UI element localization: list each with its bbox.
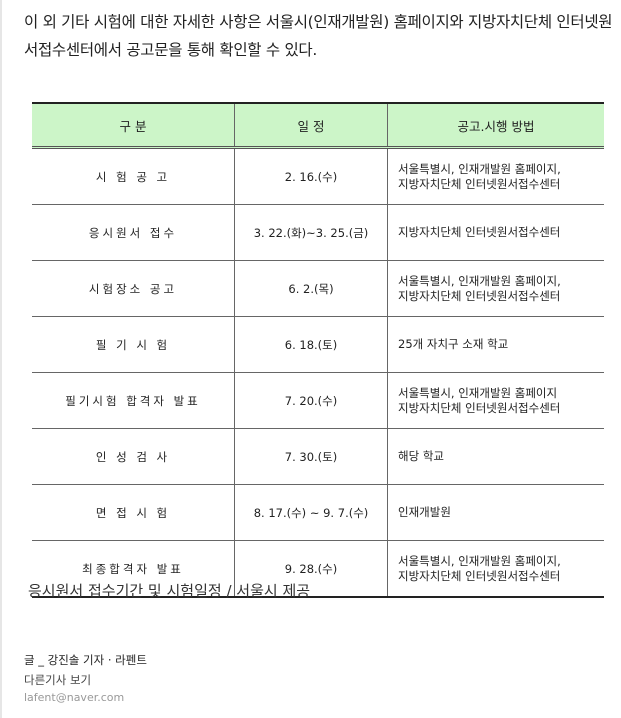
row-method: 지방자치단체 인터넷원서접수센터 xyxy=(387,204,604,261)
row-method: 서울특별시, 인재개발원 홈페이지, 지방자치단체 인터넷원서접수센터 xyxy=(387,147,604,205)
row-item: 인 성 검 사 xyxy=(32,428,235,485)
row-method: 서울특별시, 인재개발원 홈페이지, 지방자치단체 인터넷원서접수센터 xyxy=(387,260,604,317)
row-date: 2. 16.(수) xyxy=(234,147,388,205)
email-link[interactable]: lafent@naver.com xyxy=(24,691,125,704)
row-method: 인재개발원 xyxy=(387,484,604,541)
header-method: 공고.시행 방법 xyxy=(387,103,604,149)
header-schedule: 일 정 xyxy=(234,103,388,149)
row-method: 서울특별시, 인재개발원 홈페이지 지방자치단체 인터넷원서접수센터 xyxy=(387,372,604,429)
row-method: 25개 자치구 소재 학교 xyxy=(387,316,604,373)
table-row: 응시원서 접수 3. 22.(화)~3. 25.(금) 지방자치단체 인터넷원서접수… xyxy=(32,204,604,261)
schedule-table: 구 분 일 정 공고.시행 방법 시 험 공 고 2. 16.(수) 서울특별시, … xyxy=(32,102,604,598)
table-header-row: 구 분 일 정 공고.시행 방법 xyxy=(32,103,604,149)
table-row: 면 접 시 험 8. 17.(수) ~ 9. 7.(수) 인재개발원 xyxy=(32,484,604,541)
row-date: 7. 30.(토) xyxy=(234,428,388,485)
row-item: 시험장소 공고 xyxy=(32,260,235,317)
row-method: 서울특별시, 인재개발원 홈페이지, 지방자치단체 인터넷원서접수센터 xyxy=(387,540,604,597)
table-row: 시험장소 공고 6. 2.(목) 서울특별시, 인재개발원 홈페이지, 지방자치단체… xyxy=(32,260,604,317)
header-category: 구 분 xyxy=(32,103,235,149)
table-row: 필기시험 합격자 발표 7. 20.(수) 서울특별시, 인재개발원 홈페이지 지방… xyxy=(32,372,604,429)
row-date: 6. 18.(토) xyxy=(234,316,388,373)
row-item: 필기시험 합격자 발표 xyxy=(32,372,235,429)
row-item: 응시원서 접수 xyxy=(32,204,235,261)
table-row: 필 기 시 험 6. 18.(토) 25개 자치구 소재 학교 xyxy=(32,316,604,373)
row-date: 6. 2.(목) xyxy=(234,260,388,317)
more-articles-link[interactable]: 다른기사 보기 xyxy=(24,673,92,687)
row-item: 최종합격자 발표 xyxy=(32,540,235,597)
table-row: 인 성 검 사 7. 30.(토) 해당 학교 xyxy=(32,428,604,485)
table-row: 최종합격자 발표 9. 28.(수) 서울특별시, 인재개발원 홈페이지, 지방자치… xyxy=(32,540,604,597)
table-caption: 응시원서 접수기간 및 시험일정 / 서울시 제공 xyxy=(28,582,311,600)
row-item: 필 기 시 험 xyxy=(32,316,235,373)
row-date: 3. 22.(화)~3. 25.(금) xyxy=(234,204,388,261)
table-row: 시 험 공 고 2. 16.(수) 서울특별시, 인재개발원 홈페이지, 지방자치단… xyxy=(32,147,604,205)
row-method: 해당 학교 xyxy=(387,428,604,485)
row-date: 8. 17.(수) ~ 9. 7.(수) xyxy=(234,484,388,541)
intro-paragraph: 이 외 기타 시험에 대한 자세한 사항은 서울시(인재개발원) 홈페이지와 지… xyxy=(24,13,613,59)
row-item: 면 접 시 험 xyxy=(32,484,235,541)
row-date: 9. 28.(수) xyxy=(234,540,388,597)
byline: 글 _ 강진솔 기자 · 라펜트 xyxy=(24,653,147,667)
row-date: 7. 20.(수) xyxy=(234,372,388,429)
row-item: 시 험 공 고 xyxy=(32,147,235,205)
